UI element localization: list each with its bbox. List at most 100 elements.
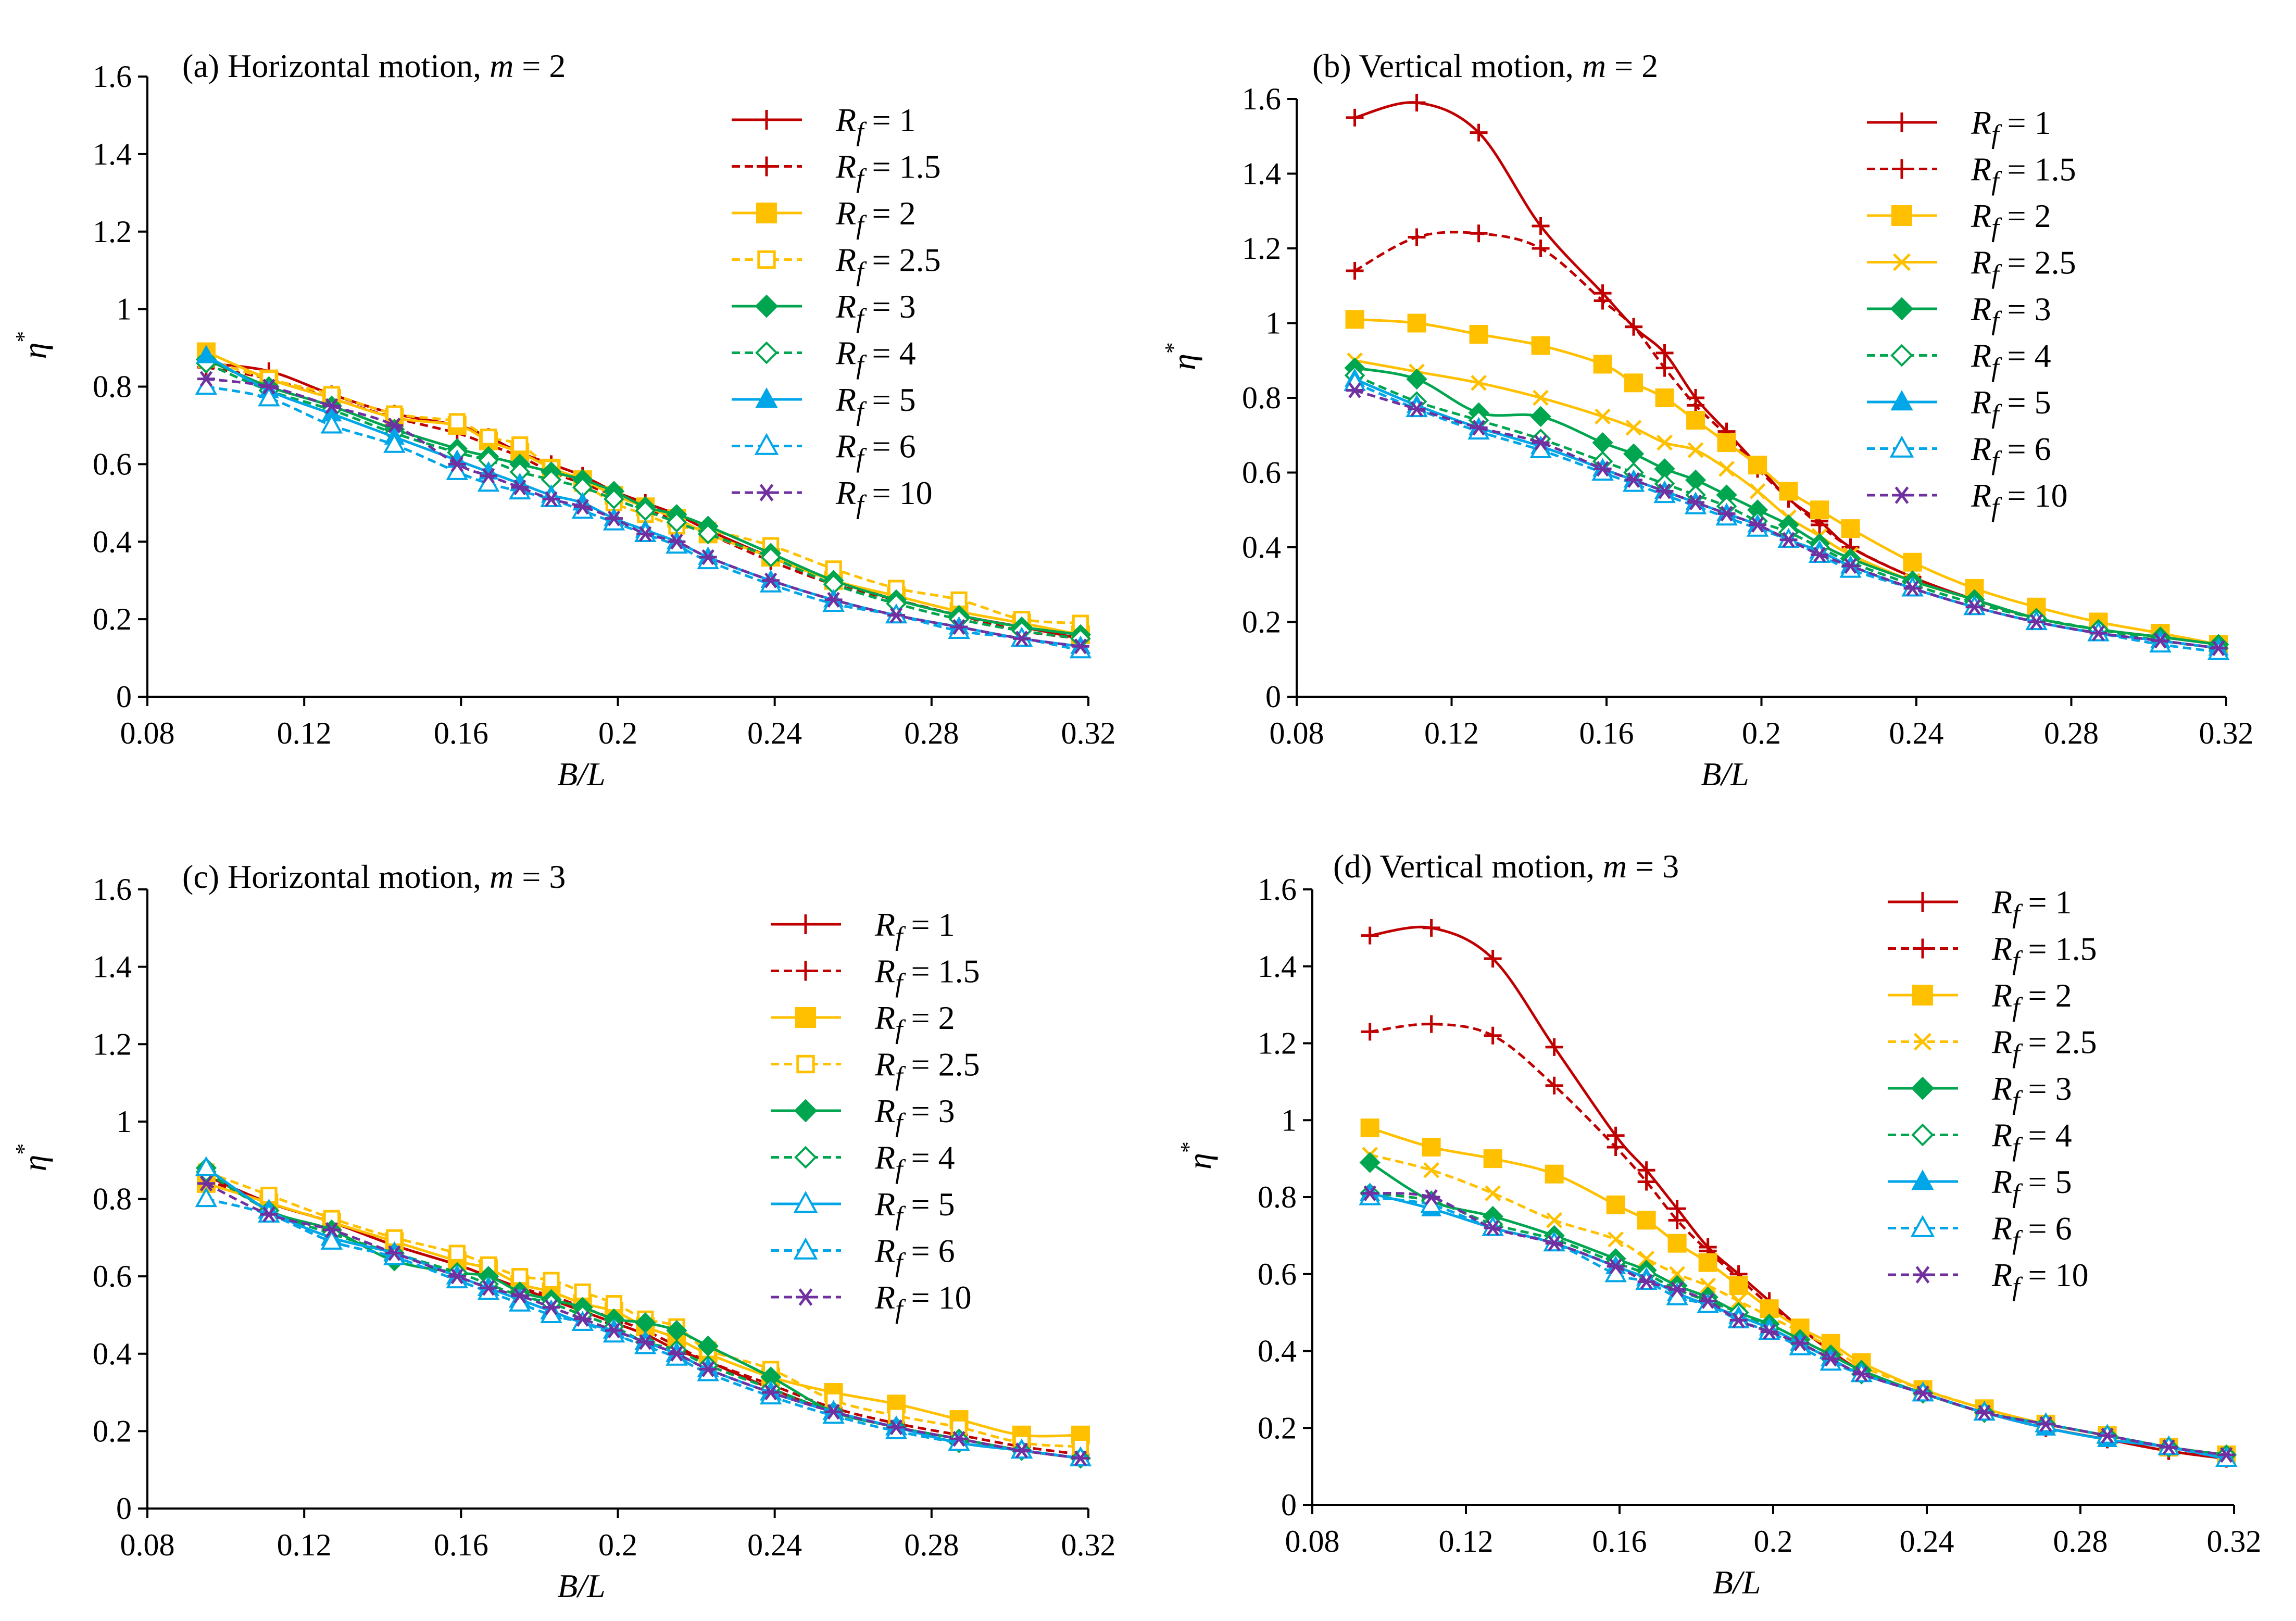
data-point [1485, 1185, 1501, 1201]
y-tick-label: 1.6 [93, 872, 132, 907]
series-5 [1359, 1152, 2237, 1466]
legend-entry: Rf = 1.5 [771, 953, 980, 998]
data-point [1717, 506, 1736, 522]
data-point [1852, 1366, 1871, 1382]
data-point [1484, 949, 1502, 967]
x-tick-label: 0.16 [434, 1528, 488, 1562]
data-point [1531, 336, 1550, 355]
x-axis-title: B/L [1701, 756, 1749, 793]
x-tick-label: 0.28 [2044, 716, 2099, 750]
data-point [1406, 369, 1427, 390]
legend-marker [796, 914, 815, 934]
data-point [448, 1245, 466, 1262]
data-point [1729, 1312, 1748, 1328]
legend-label: Rf = 2 [835, 195, 916, 240]
legend-marker [755, 387, 778, 408]
data-point [2098, 1427, 2116, 1444]
data-point [1484, 1220, 1502, 1236]
data-point [1407, 313, 1426, 333]
x-tick-label: 0.12 [277, 716, 332, 750]
legend-marker [757, 156, 776, 177]
legend-label: Rf = 5 [1991, 1163, 2072, 1209]
data-point [1749, 483, 1766, 499]
series-3 [1360, 1119, 2236, 1464]
legend-marker [796, 1054, 815, 1074]
x-axis-title: B/L [557, 1567, 605, 1604]
legend-label: Rf = 2 [1971, 197, 2051, 243]
legend-marker [1892, 486, 1912, 504]
x-tick-label: 0.08 [1270, 716, 1324, 750]
data-point [2027, 614, 2046, 630]
data-point [605, 1295, 623, 1312]
legend-marker [794, 1099, 818, 1123]
data-point [1594, 292, 1612, 310]
legend-marker [754, 433, 779, 455]
x-tick-label: 0.12 [277, 1528, 332, 1562]
series-2 [1361, 1015, 2236, 1468]
x-tick-label: 0.12 [1439, 1524, 1494, 1559]
legend-entry: Rf = 1 [732, 102, 916, 147]
data-point [1822, 1351, 1840, 1367]
legend-label: Rf = 2.5 [874, 1046, 980, 1091]
legend-entry: Rf = 10 [771, 1279, 972, 1324]
data-point [1748, 456, 1767, 475]
panel-title: (a) Horizontal motion, m = 2 [182, 47, 566, 84]
data-point [636, 526, 655, 542]
legend-label: Rf = 10 [1991, 1256, 2089, 1302]
data-point [480, 1280, 498, 1296]
y-tick-label: 1 [1265, 306, 1281, 341]
legend-entry: Rf = 6 [1867, 431, 2051, 476]
data-point [950, 619, 968, 635]
data-point [1607, 1258, 1625, 1275]
series-line [1369, 1126, 2227, 1456]
data-point [1749, 517, 1767, 533]
legend-marker [757, 484, 776, 501]
data-point [574, 1283, 591, 1300]
data-point [2160, 1439, 2178, 1455]
legend-marker [755, 341, 778, 365]
legend-marker [755, 294, 779, 318]
data-point [1729, 1276, 1748, 1295]
data-point [1718, 460, 1735, 477]
data-point [2151, 633, 2169, 649]
data-point [1700, 1277, 1716, 1294]
series-4 [1347, 352, 2227, 652]
y-tick-label: 0.8 [1242, 381, 1281, 415]
data-point [573, 499, 592, 515]
legend-marker [1890, 344, 1913, 367]
x-tick-label: 0.2 [598, 1528, 637, 1562]
x-tick-label: 0.08 [120, 716, 175, 750]
data-point [887, 607, 906, 623]
legend-entry: Rf = 4 [1867, 337, 2051, 383]
data-point [385, 417, 404, 434]
data-point [1903, 580, 1922, 597]
data-point [322, 1222, 341, 1238]
data-point [542, 491, 560, 507]
data-point [1687, 442, 1704, 458]
data-point [1360, 1119, 1379, 1138]
data-point [1469, 325, 1488, 344]
data-point [1470, 420, 1488, 436]
data-point [668, 534, 686, 550]
data-point [762, 572, 780, 588]
data-point [383, 433, 406, 453]
legend-label: Rf = 3 [874, 1092, 955, 1138]
data-point [1471, 374, 1487, 391]
y-tick-label: 0 [116, 1491, 132, 1526]
data-point [1669, 1266, 1685, 1283]
x-tick-label: 0.32 [2207, 1524, 2262, 1559]
chart-panel-b: 0 0.2 0.4 0.6 0.8 1 1.2 1.4 1.6 0.08 0.12 0.16 0.2 0.… [1160, 47, 2254, 793]
data-point [322, 398, 341, 414]
data-point [1668, 1211, 1686, 1229]
legend-entry: Rf = 2 [1867, 197, 2051, 243]
y-tick-label: 0.8 [93, 1182, 132, 1216]
data-point [1779, 532, 1798, 548]
data-point [1810, 500, 1829, 520]
y-tick-label: 0.4 [93, 524, 132, 559]
legend-entry: Rf = 1.5 [732, 148, 941, 194]
legend-entry: Rf = 3 [1888, 1070, 2072, 1115]
data-point [1811, 547, 1829, 563]
data-point [1422, 1015, 1440, 1033]
data-point [543, 1272, 560, 1289]
data-point [1545, 1038, 1563, 1056]
